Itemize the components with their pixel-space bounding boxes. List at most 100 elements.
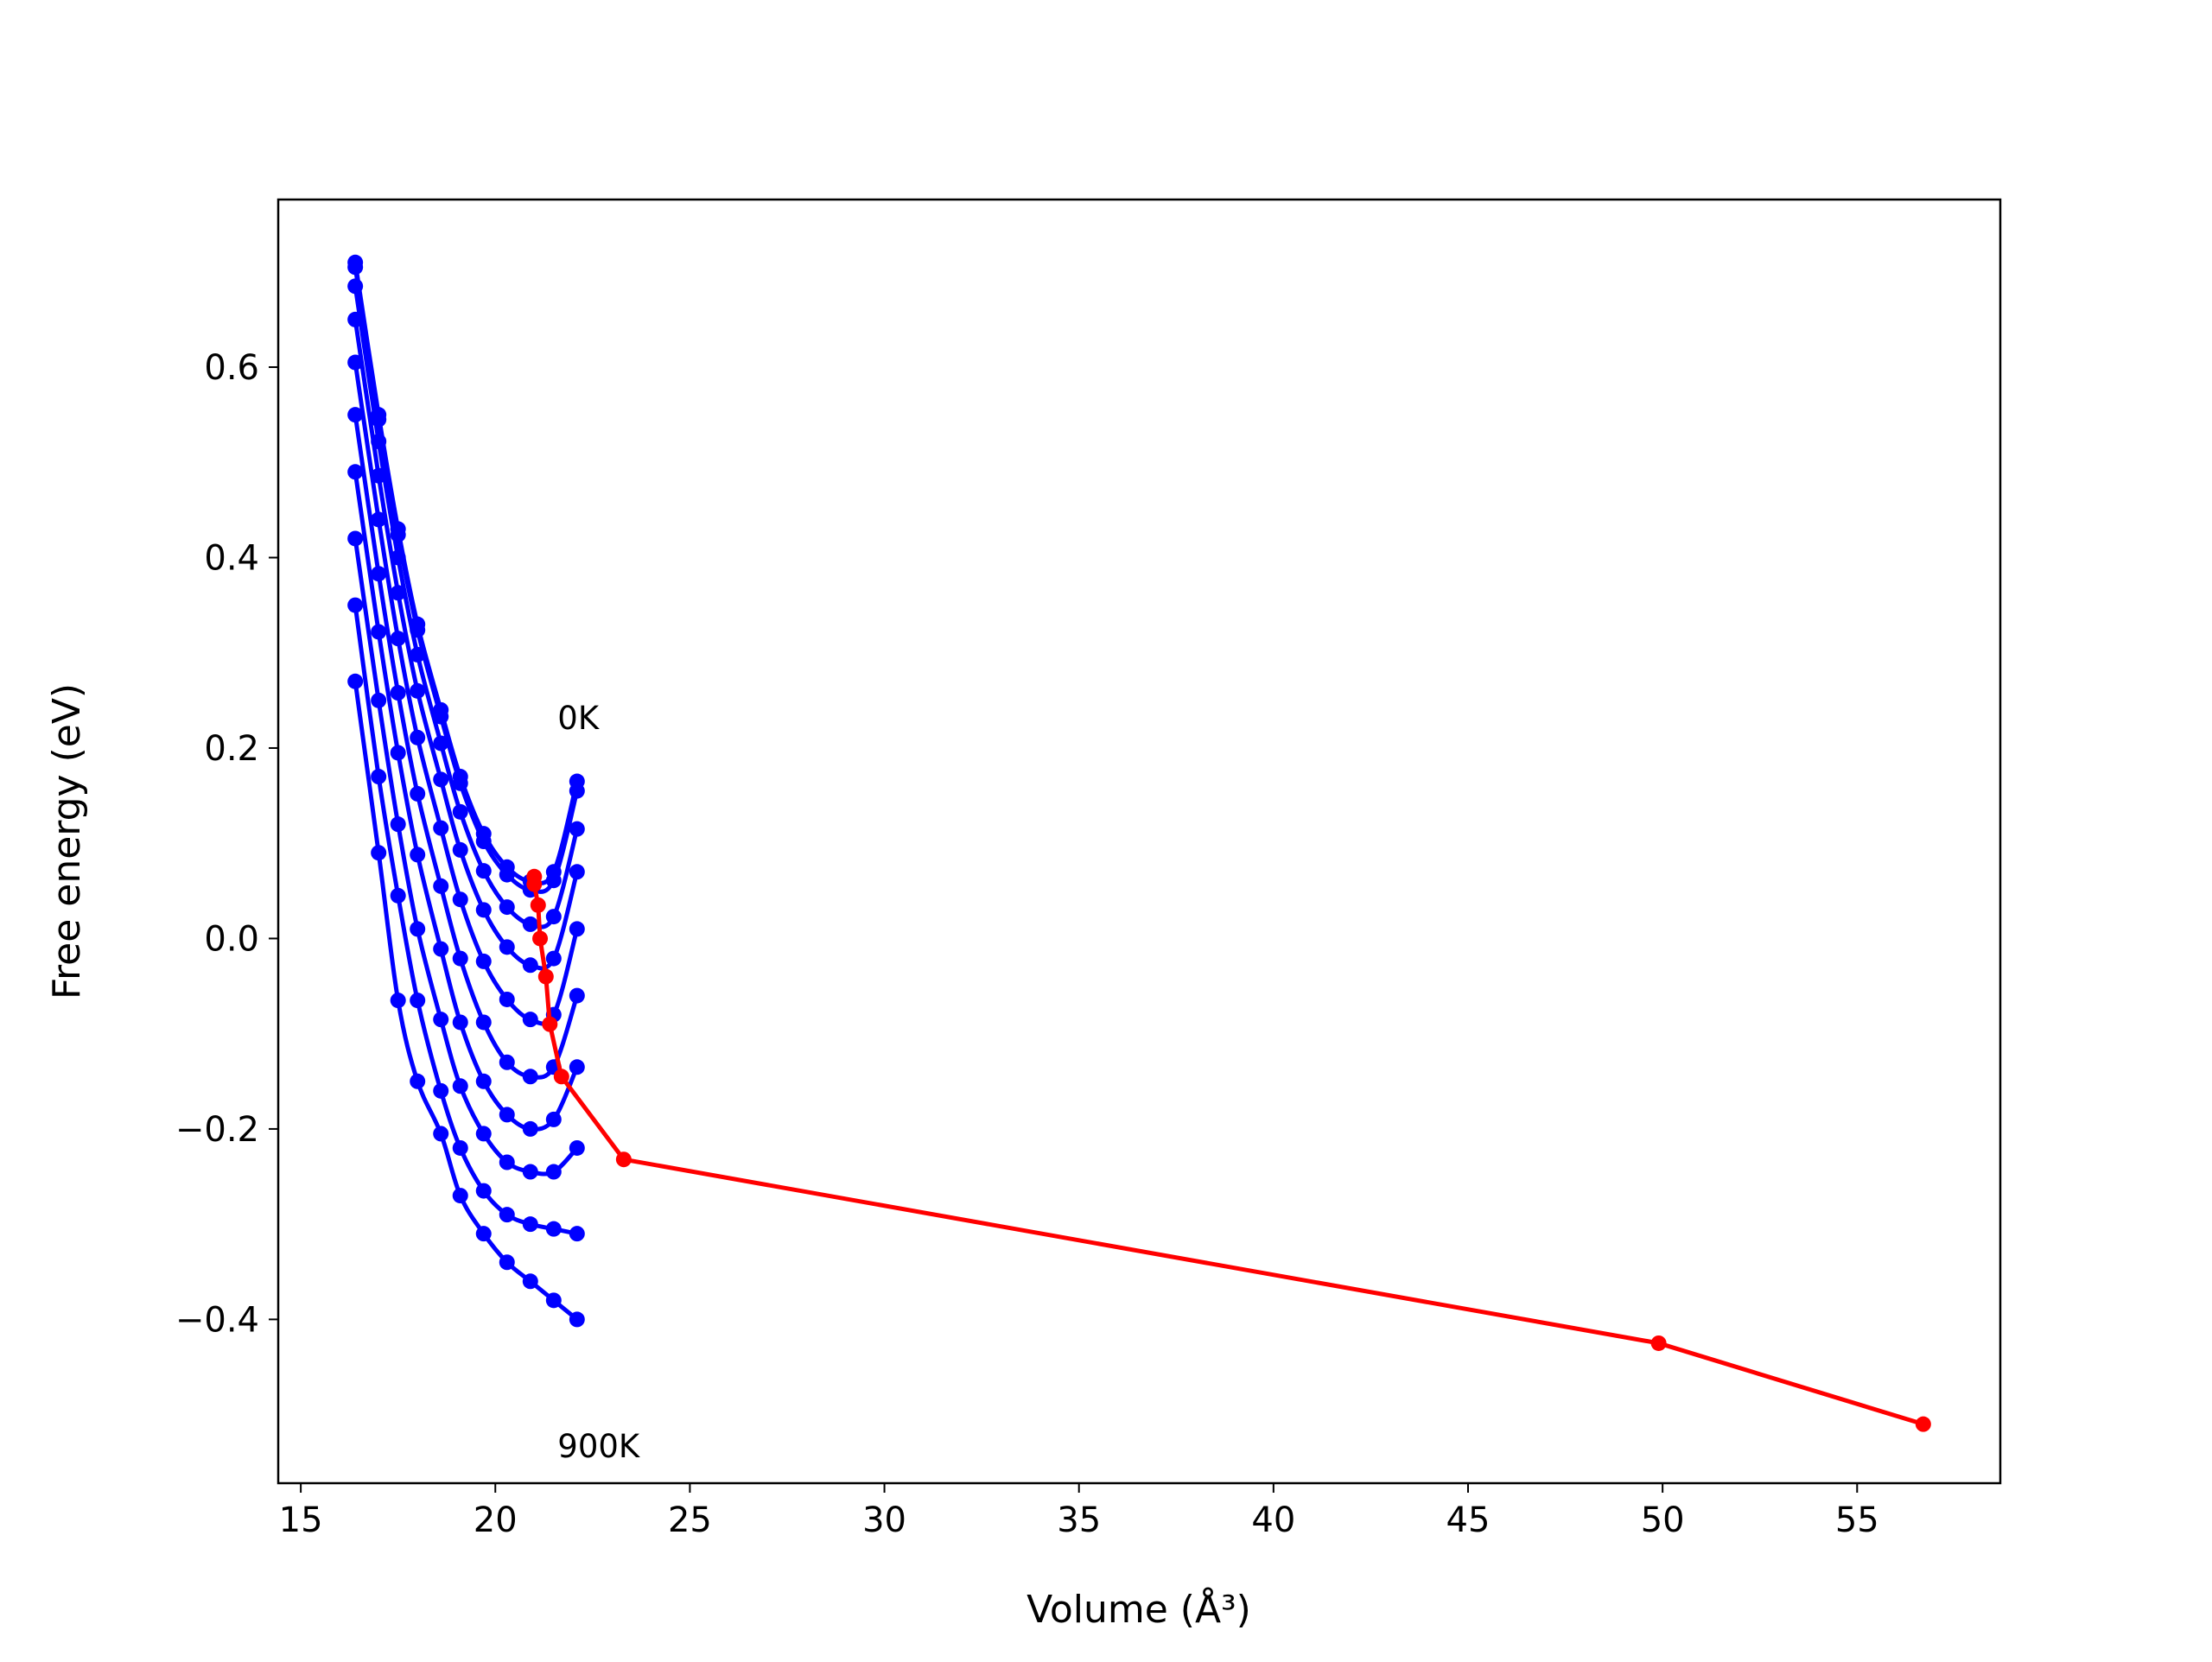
data-point: [433, 820, 449, 836]
data-point: [371, 845, 387, 861]
data-point: [410, 682, 426, 699]
x-tick-label: 50: [1641, 1500, 1685, 1540]
data-point: [545, 909, 562, 925]
data-point: [499, 1054, 515, 1070]
y-tick-label: 0.6: [204, 348, 259, 388]
data-point: [390, 887, 406, 904]
data-point: [615, 1151, 632, 1168]
annotation: 0K: [557, 700, 601, 737]
data-point: [569, 987, 585, 1004]
data-point: [542, 1016, 558, 1032]
data-point: [475, 1226, 492, 1242]
data-point: [452, 1078, 468, 1094]
x-tick-label: 20: [474, 1500, 518, 1540]
data-point: [347, 354, 364, 371]
data-point: [522, 1069, 538, 1085]
plot-frame: [276, 198, 2002, 1485]
data-point: [545, 950, 562, 967]
data-point: [452, 775, 468, 791]
x-tick-label: 25: [668, 1500, 712, 1540]
data-point: [390, 685, 406, 701]
data-point: [452, 950, 468, 967]
data-point: [569, 1139, 585, 1156]
data-point: [452, 803, 468, 820]
data-point: [347, 407, 364, 423]
data-point: [452, 1139, 468, 1156]
data-point: [532, 930, 549, 947]
data-point: [499, 899, 515, 916]
data-point: [499, 1207, 515, 1223]
data-point: [410, 847, 426, 863]
data-point: [410, 1073, 426, 1089]
data-point: [530, 897, 546, 913]
x-tick-label: 35: [1057, 1500, 1101, 1540]
y-tick-label: 0.4: [204, 538, 259, 578]
data-point: [347, 530, 364, 547]
data-point: [390, 631, 406, 647]
data-point: [347, 259, 364, 276]
data-point: [390, 993, 406, 1009]
data-point: [433, 735, 449, 752]
data-point: [569, 821, 585, 837]
data-point: [347, 673, 364, 689]
data-point: [1915, 1416, 1931, 1432]
data-point: [537, 968, 554, 985]
data-point: [499, 1107, 515, 1123]
data-point: [452, 841, 468, 858]
data-point: [371, 692, 387, 708]
data-point: [475, 902, 492, 918]
data-point: [475, 953, 492, 969]
data-point: [371, 769, 387, 785]
data-point: [433, 708, 449, 725]
data-point: [569, 921, 585, 937]
data-point: [569, 783, 585, 799]
data-point: [347, 597, 364, 613]
data-point: [522, 1164, 538, 1180]
data-point: [545, 872, 562, 889]
data-point: [475, 1126, 492, 1142]
data-point: [545, 1221, 562, 1237]
data-point: [390, 745, 406, 761]
data-point: [475, 863, 492, 879]
data-point: [522, 1120, 538, 1137]
data-point: [433, 1126, 449, 1142]
data-point: [410, 646, 426, 663]
data-point: [452, 1014, 468, 1031]
data-point: [433, 1082, 449, 1099]
data-point: [433, 941, 449, 957]
data-point: [1650, 1335, 1667, 1351]
data-point: [569, 1226, 585, 1242]
data-point: [410, 993, 426, 1009]
data-point: [522, 957, 538, 974]
data-point: [499, 1254, 515, 1271]
x-tick-label: 45: [1446, 1500, 1491, 1540]
data-point: [545, 1164, 562, 1180]
data-point: [390, 585, 406, 601]
data-point: [452, 891, 468, 908]
x-tick-label: 15: [279, 1500, 323, 1540]
data-point: [371, 624, 387, 640]
data-point: [433, 1012, 449, 1028]
x-tick-label: 30: [862, 1500, 906, 1540]
x-axis-label: Volume (Å³): [1027, 1586, 1251, 1632]
data-point: [347, 311, 364, 327]
data-point: [347, 464, 364, 480]
data-point: [569, 864, 585, 880]
data-point: [371, 566, 387, 582]
data-point: [526, 876, 543, 892]
y-tick-label: −0.4: [175, 1300, 259, 1340]
data-point: [433, 771, 449, 788]
data-point: [410, 729, 426, 745]
x-tick-label: 40: [1251, 1500, 1295, 1540]
data-point: [390, 816, 406, 833]
data-point: [569, 1059, 585, 1075]
y-tick-label: 0.0: [204, 919, 259, 959]
data-point: [499, 866, 515, 883]
data-point: [499, 991, 515, 1007]
y-tick-label: 0.2: [204, 729, 259, 769]
data-point: [410, 785, 426, 802]
data-point: [522, 1216, 538, 1233]
data-point: [475, 834, 492, 849]
